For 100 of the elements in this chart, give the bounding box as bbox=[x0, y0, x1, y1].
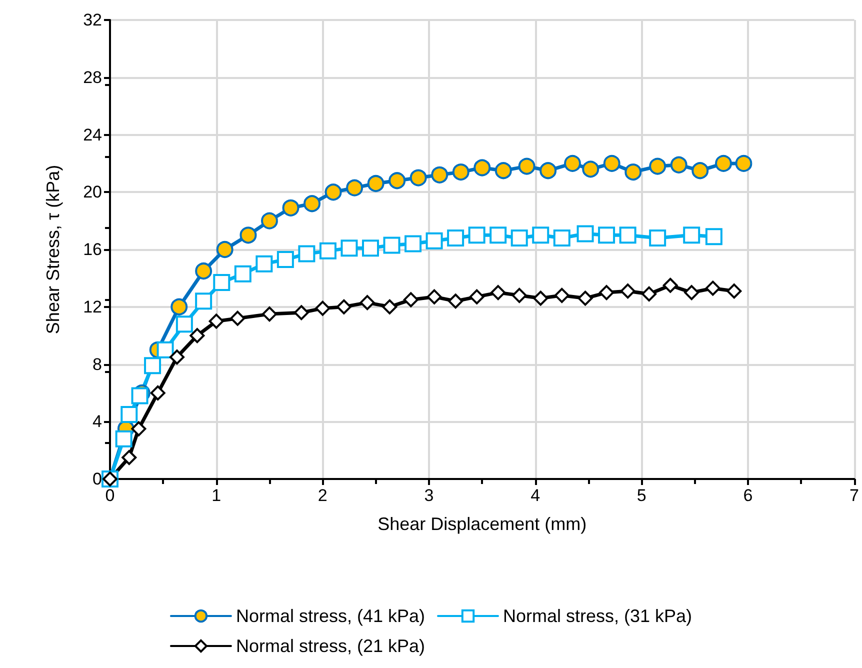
point bbox=[642, 286, 657, 302]
x-tick-label: 5 bbox=[636, 486, 646, 505]
point bbox=[426, 232, 443, 250]
point bbox=[294, 305, 309, 320]
point bbox=[426, 289, 442, 304]
point bbox=[319, 242, 336, 260]
legend-label: Normal stress, (31 kPa) bbox=[503, 606, 692, 626]
point bbox=[553, 230, 570, 247]
point bbox=[705, 228, 722, 246]
point bbox=[213, 274, 230, 291]
point bbox=[578, 290, 593, 306]
x-tick-label: 6 bbox=[743, 486, 753, 505]
y-tick-label: 20 bbox=[83, 182, 102, 202]
point bbox=[649, 230, 666, 247]
y-tick-label: 0 bbox=[92, 470, 102, 488]
point bbox=[431, 166, 448, 184]
point bbox=[564, 154, 582, 172]
point bbox=[576, 225, 594, 242]
point bbox=[662, 278, 678, 293]
point bbox=[510, 230, 528, 247]
point bbox=[603, 154, 620, 172]
point bbox=[410, 169, 427, 186]
point bbox=[624, 164, 642, 181]
point bbox=[540, 162, 557, 180]
point bbox=[131, 421, 146, 436]
point bbox=[115, 430, 132, 448]
legend-label: Normal stress, (21 kPa) bbox=[236, 636, 426, 656]
point bbox=[684, 285, 700, 300]
point bbox=[726, 284, 742, 299]
point bbox=[448, 294, 464, 309]
y-tick-label: 8 bbox=[92, 354, 102, 374]
legend-label: Normal stress, (41 kPa) bbox=[236, 606, 426, 626]
point bbox=[230, 310, 246, 326]
point bbox=[304, 195, 321, 212]
point bbox=[692, 162, 709, 180]
point bbox=[468, 226, 486, 244]
point bbox=[240, 226, 257, 244]
point bbox=[298, 245, 316, 262]
point bbox=[705, 280, 720, 296]
point bbox=[490, 285, 506, 300]
x-tick-label: 3 bbox=[424, 486, 434, 505]
point bbox=[131, 387, 148, 404]
point bbox=[144, 357, 162, 374]
point bbox=[261, 212, 278, 230]
point bbox=[474, 159, 491, 176]
point bbox=[216, 241, 234, 258]
point bbox=[403, 292, 418, 308]
point bbox=[336, 299, 352, 314]
point bbox=[282, 199, 300, 216]
point bbox=[670, 156, 688, 174]
point bbox=[469, 289, 484, 304]
point bbox=[367, 175, 384, 192]
x-tick-label: 2 bbox=[318, 486, 328, 505]
x-axis-title: Shear Displacement (mm) bbox=[378, 514, 587, 534]
y-tick-label: 32 bbox=[83, 10, 102, 30]
point bbox=[195, 262, 212, 280]
point bbox=[649, 158, 666, 175]
point bbox=[620, 284, 636, 299]
x-tick-label: 1 bbox=[212, 486, 222, 505]
point bbox=[262, 306, 277, 322]
point bbox=[490, 226, 507, 244]
point bbox=[512, 288, 527, 303]
point bbox=[599, 285, 614, 300]
x-tick-label: 4 bbox=[530, 486, 540, 505]
y-tick-label: 4 bbox=[92, 412, 102, 432]
point bbox=[383, 236, 400, 254]
point bbox=[582, 160, 600, 178]
point bbox=[208, 314, 224, 329]
point bbox=[619, 226, 636, 244]
x-tick-label: 0 bbox=[105, 486, 115, 505]
point bbox=[346, 179, 364, 196]
point bbox=[715, 154, 732, 172]
point bbox=[452, 164, 470, 181]
y-tick-label: 12 bbox=[83, 297, 102, 316]
point bbox=[176, 316, 193, 333]
point bbox=[533, 290, 548, 306]
y-tick-label: 16 bbox=[83, 240, 102, 259]
point bbox=[324, 184, 342, 201]
x-tick-label: 7 bbox=[850, 486, 860, 505]
point bbox=[234, 265, 252, 282]
point bbox=[256, 255, 273, 272]
y-axis-title: Shear Stress, τ (kPa) bbox=[43, 164, 63, 334]
point bbox=[340, 240, 358, 257]
y-tick-label: 24 bbox=[83, 125, 102, 144]
point bbox=[554, 288, 570, 303]
point bbox=[735, 154, 752, 172]
point bbox=[598, 226, 616, 244]
y-tick-label: 28 bbox=[83, 68, 102, 87]
point bbox=[315, 300, 330, 316]
point bbox=[195, 292, 212, 310]
point bbox=[276, 251, 294, 268]
point bbox=[360, 295, 375, 310]
point bbox=[683, 226, 700, 244]
point bbox=[362, 240, 379, 257]
point bbox=[122, 450, 137, 465]
point bbox=[120, 406, 138, 423]
point bbox=[404, 235, 422, 252]
point bbox=[382, 299, 398, 314]
point bbox=[518, 158, 536, 175]
point bbox=[156, 341, 174, 358]
